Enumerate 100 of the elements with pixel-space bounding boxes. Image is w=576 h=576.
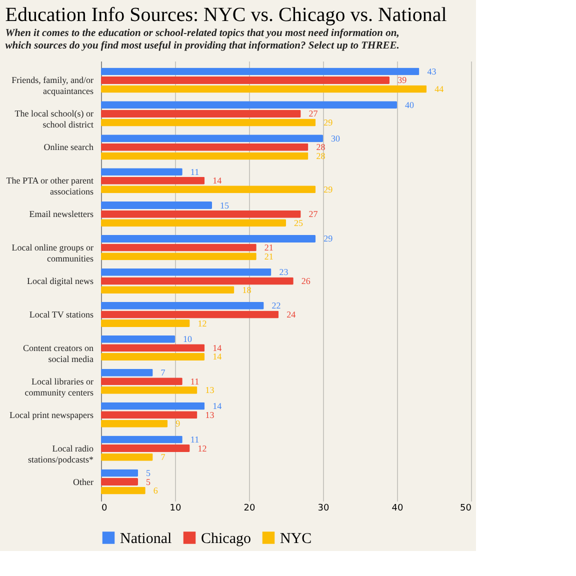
data-label: 29 [324, 234, 334, 244]
data-label: 29 [324, 184, 334, 194]
y-tick-label: Local online groups or communities [12, 242, 94, 264]
y-tick-label: Local libraries or community centers [24, 376, 94, 398]
data-label: 21 [264, 242, 274, 253]
bar [101, 234, 316, 242]
bar [101, 302, 264, 310]
data-label: 27 [308, 108, 318, 119]
y-tick-label: Friends, family, and/or acquaintances [12, 75, 94, 96]
data-label: 5 [146, 476, 151, 487]
bar [101, 101, 397, 109]
y-tick-label: Local digital news [27, 276, 94, 286]
bar [101, 186, 316, 194]
data-label: 22 [272, 300, 281, 311]
data-label: 28 [316, 142, 326, 152]
bar [101, 268, 272, 276]
data-label: 13 [205, 385, 215, 396]
y-tick-label: Local print newspapers [10, 410, 94, 420]
bar [101, 118, 316, 126]
data-label: 15 [220, 200, 230, 210]
data-label: 24 [286, 309, 296, 320]
x-tick-label: 20 [244, 504, 256, 514]
bar [101, 110, 301, 118]
bar [101, 143, 308, 151]
bar [101, 202, 212, 210]
bar [101, 486, 146, 494]
x-tick-label: 10 [170, 504, 182, 514]
y-tick-label: The local school(s) or school district [14, 108, 94, 130]
data-label: 13 [205, 410, 215, 420]
bar [101, 335, 175, 343]
data-label: 40 [405, 100, 414, 110]
bar [101, 478, 138, 486]
data-label: 14 [212, 342, 222, 353]
y-tick-label: Other [73, 476, 94, 487]
bar [101, 402, 205, 410]
bar [101, 378, 182, 386]
bar [101, 420, 168, 428]
data-label: 23 [279, 267, 289, 278]
bar [101, 277, 294, 285]
data-label: 21 [264, 251, 274, 262]
bar [101, 219, 286, 227]
bar [101, 168, 182, 176]
data-label: 29 [324, 118, 334, 128]
bar [101, 368, 153, 376]
x-tick-label: 30 [318, 504, 330, 514]
y-tick-label: Email newsletters [29, 209, 94, 220]
data-label: 27 [308, 209, 318, 220]
data-label: 5 [146, 468, 151, 478]
bar [101, 134, 323, 142]
bar [101, 444, 190, 452]
data-label: 14 [212, 401, 222, 412]
x-tick-label: 50 [460, 504, 472, 514]
bar [101, 320, 190, 328]
bar [101, 469, 138, 477]
bar [101, 152, 308, 160]
y-tick-label: Content creators on social media [23, 342, 94, 364]
data-label: 12 [198, 318, 207, 328]
bar [101, 310, 279, 318]
bar [101, 176, 205, 184]
data-label: 11 [190, 376, 200, 386]
data-label: 9 [176, 418, 181, 429]
data-label: 14 [212, 176, 222, 186]
data-label: 18 [242, 284, 252, 295]
bar [101, 68, 420, 76]
data-label: 10 [183, 334, 192, 344]
bar [101, 76, 390, 84]
bar [101, 344, 205, 352]
data-label: 30 [331, 133, 340, 144]
data-label: 7 [160, 368, 166, 378]
y-tick-label: The PTA or other parent associations [6, 176, 94, 197]
data-label: 44 [434, 84, 444, 94]
x-tick-label: 0 [102, 504, 108, 514]
legend-label: National [120, 530, 172, 547]
x-tick-label: 40 [392, 504, 404, 514]
chart-subtitle: When it comes to the education or school-related topics that you most need information on, which sources do you find most useful in providing that information? Select up to THREE. [5, 28, 400, 52]
data-label: 43 [427, 66, 437, 76]
y-tick-label: Online search [44, 142, 94, 152]
y-tick-label: Local TV stations [29, 309, 94, 320]
data-label: 28 [316, 150, 326, 161]
bar [101, 85, 427, 93]
chart-title: Education Info Sources: NYC vs. Chicago vs. National [5, 4, 448, 26]
data-label: 14 [212, 352, 222, 362]
bar [101, 352, 205, 360]
legend-label: NYC [280, 530, 312, 547]
data-label: 11 [190, 434, 200, 444]
bar [101, 252, 256, 260]
bar [101, 286, 234, 294]
data-label: 26 [301, 276, 311, 286]
bar [101, 436, 182, 444]
bar [101, 453, 153, 461]
bar [101, 411, 198, 419]
bar [101, 386, 198, 394]
data-label: 7 [160, 452, 166, 462]
data-label: 25 [294, 218, 304, 228]
data-label: 39 [398, 75, 408, 86]
data-label: 11 [190, 166, 200, 177]
bar [101, 210, 301, 218]
y-tick-label: Local radio stations/podcasts* [28, 443, 94, 464]
data-label: 12 [198, 443, 207, 454]
bar [101, 244, 256, 252]
